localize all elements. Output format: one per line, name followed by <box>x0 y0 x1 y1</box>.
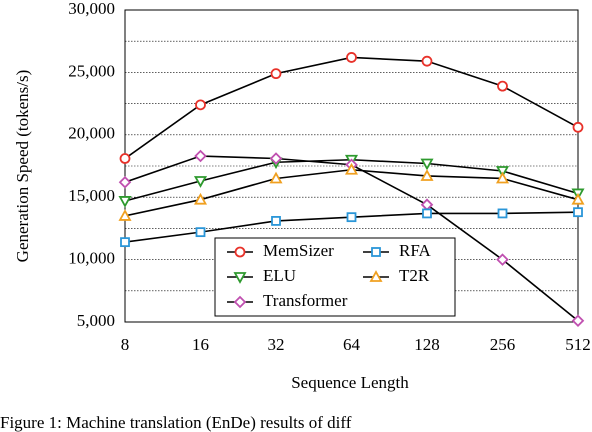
marker <box>195 227 206 238</box>
legend-item: T2R <box>363 266 430 285</box>
marker <box>120 237 130 248</box>
marker <box>496 253 509 266</box>
y-tick-label: 15,000 <box>68 186 115 205</box>
marker <box>495 166 510 178</box>
y-axis-label: Generation Speed (tokens/s) <box>13 70 32 263</box>
legend-item: RFA <box>363 241 432 260</box>
marker <box>344 162 359 175</box>
marker <box>369 270 383 282</box>
x-tick-label: 512 <box>565 335 591 354</box>
marker <box>269 171 283 184</box>
x-tick-label: 256 <box>490 335 516 354</box>
marker <box>572 121 584 133</box>
marker <box>234 246 246 258</box>
marker <box>269 152 283 165</box>
plot-frame <box>124 9 579 323</box>
marker <box>270 68 282 80</box>
marker <box>118 196 132 208</box>
marker <box>346 52 357 63</box>
x-tick-label: 32 <box>268 335 285 354</box>
x-tick-label: 16 <box>192 335 209 354</box>
marker <box>497 208 508 219</box>
x-tick-label: 128 <box>414 335 440 354</box>
marker <box>233 295 247 309</box>
legend-item: Transformer <box>227 291 348 310</box>
marker <box>495 171 510 184</box>
marker <box>118 175 132 189</box>
x-tick-label: 8 <box>121 335 130 354</box>
marker <box>420 169 434 181</box>
marker <box>371 247 381 257</box>
y-tick-label: 5,000 <box>77 311 115 330</box>
marker <box>193 176 208 188</box>
marker <box>118 209 132 221</box>
y-tick-label: 10,000 <box>68 249 115 268</box>
marker <box>571 314 585 328</box>
y-tick-label: 25,000 <box>68 61 115 80</box>
caption: Figure 1: Machine translation (EnDe) res… <box>0 413 352 432</box>
marker <box>421 55 433 67</box>
marker <box>193 192 208 205</box>
marker <box>194 149 207 163</box>
marker <box>195 99 206 111</box>
marker <box>119 153 131 164</box>
marker <box>573 207 583 218</box>
legend-item: ELU <box>227 266 296 285</box>
legend-box <box>214 237 456 317</box>
y-tick-label: 20,000 <box>68 124 115 143</box>
legend-label: MemSizer <box>263 241 334 260</box>
legend-label: RFA <box>399 241 432 260</box>
series-line <box>124 168 579 217</box>
x-axis-label: Sequence Length <box>291 373 409 392</box>
marker <box>420 158 434 171</box>
legend-label: T2R <box>399 266 430 285</box>
legend-item: MemSizer <box>227 241 334 260</box>
marker <box>497 80 508 92</box>
legend-label: ELU <box>263 266 296 285</box>
marker <box>571 192 585 205</box>
marker <box>271 216 281 226</box>
marker <box>233 272 247 284</box>
marker <box>346 212 357 223</box>
legend-label: Transformer <box>263 291 348 310</box>
x-tick-label: 64 <box>343 335 361 354</box>
marker <box>422 208 432 219</box>
y-tick-label: 30,000 <box>68 0 115 18</box>
